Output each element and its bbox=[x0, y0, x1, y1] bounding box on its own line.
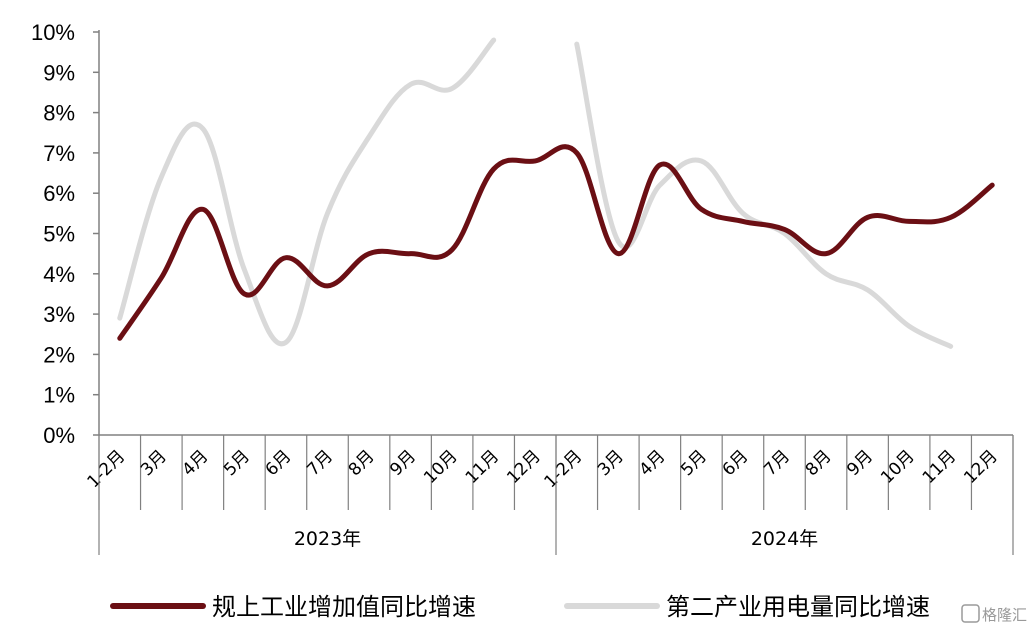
series-line bbox=[117, 144, 995, 341]
y-tick-label: 2% bbox=[43, 342, 75, 367]
x-tick-label: 9月 bbox=[386, 446, 420, 480]
x-tick-label: 10月 bbox=[877, 446, 918, 487]
legend-label: 规上工业增加值同比增速 bbox=[212, 593, 476, 621]
x-tick-label: 5月 bbox=[677, 446, 711, 480]
watermark-logo-icon bbox=[961, 604, 980, 623]
legend-item-power: 第二产业用电量同比增速 bbox=[564, 593, 930, 621]
y-tick-label: 6% bbox=[43, 181, 75, 206]
y-tick-label: 1% bbox=[43, 383, 75, 408]
y-tick-label: 7% bbox=[43, 141, 75, 166]
y-tick-label: 5% bbox=[43, 222, 75, 247]
x-tick-label: 5月 bbox=[220, 446, 254, 480]
series-line bbox=[574, 41, 954, 349]
x-tick-label: 1-2月 bbox=[541, 446, 587, 492]
x-tick-label: 3月 bbox=[594, 446, 628, 480]
legend-label: 第二产业用电量同比增速 bbox=[666, 593, 930, 621]
x-tick-label: 3月 bbox=[137, 446, 171, 480]
x-tick-label: 12月 bbox=[503, 446, 544, 487]
x-tick-label: 1-2月 bbox=[84, 446, 130, 492]
x-tick-label: 11月 bbox=[462, 446, 503, 487]
y-tick-label: 9% bbox=[43, 60, 75, 85]
year-group-label: 2024年 bbox=[751, 528, 818, 550]
series-industrial-value-added bbox=[117, 144, 995, 341]
year-group-label: 2023年 bbox=[294, 528, 361, 550]
series-layer bbox=[117, 37, 995, 349]
series-line bbox=[117, 37, 497, 347]
x-tick-label: 11月 bbox=[919, 446, 960, 487]
y-tick-label: 3% bbox=[43, 302, 75, 327]
x-tick-label: 12月 bbox=[960, 446, 1001, 487]
x-tick-label: 4月 bbox=[179, 446, 213, 480]
x-tick-label: 8月 bbox=[345, 446, 379, 480]
x-tick-label: 4月 bbox=[636, 446, 670, 480]
y-tick-label: 0% bbox=[43, 423, 75, 448]
watermark-text: 格隆汇 bbox=[982, 606, 1027, 624]
y-tick-label: 4% bbox=[43, 262, 75, 287]
series-secondary-power-consumption bbox=[117, 37, 954, 349]
legend-item-industrial: 规上工业增加值同比增速 bbox=[110, 593, 476, 621]
x-tick-label: 6月 bbox=[719, 446, 753, 480]
x-tick-label: 7月 bbox=[760, 446, 794, 480]
y-axis: 0% 1% 2% 3% 4% 5% 6% 7% 8% 9% 10% bbox=[31, 20, 100, 448]
y-tick-label: 8% bbox=[43, 101, 75, 126]
watermark: 格隆汇 bbox=[961, 604, 1027, 624]
legend: 规上工业增加值同比增速 第二产业用电量同比增速 bbox=[110, 593, 930, 621]
x-tick-label: 6月 bbox=[262, 446, 296, 480]
x-tick-label: 8月 bbox=[802, 446, 836, 480]
y-tick-label: 10% bbox=[31, 20, 75, 45]
x-tick-label: 10月 bbox=[420, 446, 461, 487]
x-tick-label: 9月 bbox=[843, 446, 877, 480]
x-tick-label: 7月 bbox=[303, 446, 337, 480]
